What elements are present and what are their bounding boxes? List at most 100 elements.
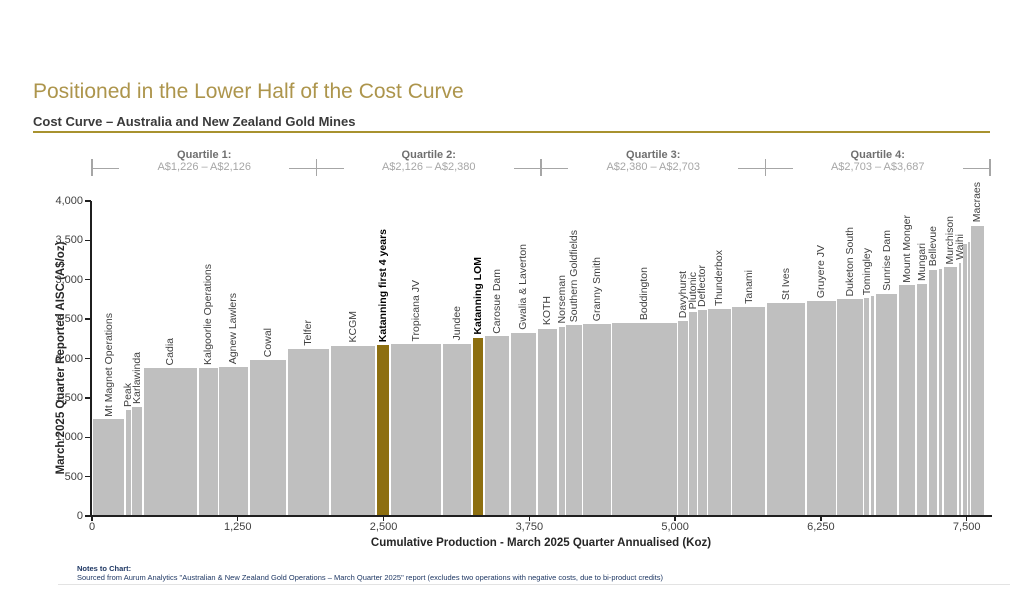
- footer-hairline: [58, 584, 1010, 585]
- mine-label: KCGM: [346, 311, 359, 343]
- cost-bar: [943, 267, 957, 516]
- title-divider-rule: [33, 131, 990, 133]
- y-tick-label: 0: [76, 510, 83, 522]
- cost-bar-highlight: [376, 345, 389, 516]
- notes-to-chart: Notes to Chart: Sourced from Aurum Analy…: [77, 564, 663, 582]
- mine-label: Cowal: [261, 327, 274, 357]
- mine-label: Karlawinda: [131, 351, 144, 404]
- y-tick-mark: [85, 357, 91, 360]
- cost-bar: [485, 336, 510, 516]
- mine-label: Thunderbox: [713, 249, 726, 306]
- mine-label: Bellevue: [926, 226, 939, 267]
- y-tick-mark: [85, 200, 91, 202]
- quartile-bracket-tick: [315, 159, 318, 176]
- mine-label: KOTH: [541, 296, 554, 326]
- cost-bar: [510, 332, 536, 516]
- x-tick-label: 5,000: [661, 521, 689, 533]
- x-tick-mark: [965, 516, 968, 521]
- quartile-label: Quartile 1: A$1,226 – A$2,126: [119, 149, 290, 173]
- x-tick-label: 1,250: [224, 521, 252, 533]
- quartile-bracket-tick: [764, 159, 767, 176]
- cost-bar: [287, 348, 329, 516]
- cost-bar: [870, 295, 875, 516]
- y-tick-label: 1,500: [55, 391, 83, 404]
- cost-bar: [958, 262, 962, 516]
- y-tick-label: 500: [64, 470, 83, 483]
- x-tick-mark: [528, 516, 531, 521]
- mine-label: Macraes: [971, 182, 984, 223]
- cost-bar: [558, 326, 565, 516]
- mine-label: Kalgoorlie Operations: [202, 263, 215, 365]
- quartile-range: A$2,126 – A$2,380: [381, 160, 476, 173]
- y-tick-mark: [85, 436, 91, 438]
- quartile-range: A$2,380 – A$2,703: [606, 160, 701, 173]
- y-tick-mark: [85, 397, 91, 399]
- cost-bar: [537, 328, 558, 516]
- x-tick-label: 2,500: [369, 521, 398, 533]
- cost-bar: [198, 367, 218, 516]
- cost-bar: [899, 285, 915, 516]
- mine-label: Mt Magnet Operations: [102, 312, 115, 417]
- cost-bar: [678, 321, 688, 516]
- mine-label: Duketon South: [843, 226, 856, 297]
- cost-bar: [708, 308, 731, 516]
- cost-bar: [132, 406, 143, 516]
- cost-bar: [968, 241, 971, 516]
- x-tick-label: 6,250: [807, 521, 835, 533]
- mine-label: Boddington: [638, 266, 651, 320]
- y-tick-mark: [85, 279, 91, 281]
- mine-label: Mount Monger: [900, 214, 913, 283]
- x-tick-mark: [382, 516, 385, 521]
- x-tick-label: 3,750: [515, 521, 544, 533]
- mine-label: Tomingley: [860, 247, 873, 295]
- y-tick-label: 2,000: [55, 352, 83, 365]
- y-tick-label: 1,000: [55, 431, 83, 444]
- cost-bar: [689, 312, 697, 516]
- mine-label: Telfer: [302, 319, 315, 346]
- x-tick-mark: [91, 516, 93, 521]
- y-tick-label: 3,500: [55, 234, 83, 247]
- cost-bar: [938, 268, 942, 516]
- x-tick-label: 7,500: [952, 521, 981, 533]
- notes-source-text: Sourced from Aurum Analytics "Australian…: [77, 573, 664, 582]
- x-tick-mark: [237, 516, 239, 521]
- quartile-bracket-tick: [91, 159, 93, 176]
- cost-bar: [219, 367, 248, 516]
- notes-heading: Notes to Chart:: [77, 564, 132, 573]
- cost-bar-highlight: [472, 338, 484, 516]
- quartile-name: Quartile 1:: [177, 149, 232, 161]
- cost-bar: [144, 367, 198, 516]
- cost-bar: [970, 225, 984, 516]
- cost-bar: [126, 409, 131, 516]
- cost-bar: [916, 284, 927, 516]
- quartile-label: Quartile 2: A$2,126 – A$2,380: [343, 149, 514, 173]
- cost-bar: [732, 307, 766, 516]
- x-tick-mark: [674, 516, 676, 521]
- x-tick-label: 0: [88, 521, 96, 533]
- mine-label: Tanami: [742, 270, 755, 305]
- mine-label: Katanning first 4 years: [376, 228, 389, 343]
- y-tick-mark: [85, 239, 91, 242]
- y-tick-label: 4,000: [55, 195, 83, 207]
- y-tick-mark: [85, 475, 91, 478]
- mine-label: Granny Smith: [590, 257, 603, 322]
- chart-title: Cost Curve – Australia and New Zealand G…: [33, 114, 356, 129]
- cost-bar: [442, 343, 471, 516]
- cost-bar: [93, 419, 125, 516]
- cost-bar: [864, 297, 870, 516]
- y-tick-label: 3,000: [55, 273, 83, 286]
- x-axis-line: [91, 515, 992, 517]
- cost-bar: [806, 300, 836, 516]
- cost-bar: [583, 324, 611, 516]
- mine-label: Cadia: [164, 337, 177, 365]
- page-title: Positioned in the Lower Half of the Cost…: [33, 80, 464, 103]
- mine-label: Deflector: [696, 265, 709, 308]
- quartile-bracket-tick: [989, 159, 991, 176]
- mine-label: St Ives: [779, 268, 792, 301]
- quartile-bracket-tick: [540, 159, 542, 176]
- cost-bar: [963, 244, 967, 516]
- cost-bar: [390, 344, 441, 516]
- mine-label: Southern Goldfields: [567, 230, 580, 323]
- quartile-name: Quartile 2:: [401, 149, 456, 161]
